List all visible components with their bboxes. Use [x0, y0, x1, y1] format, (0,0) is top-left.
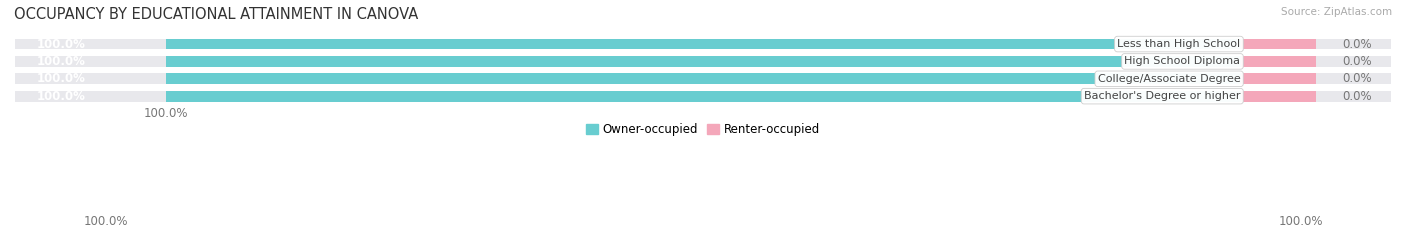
Text: Source: ZipAtlas.com: Source: ZipAtlas.com — [1281, 7, 1392, 17]
Text: 0.0%: 0.0% — [1343, 38, 1372, 51]
Text: College/Associate Degree: College/Associate Degree — [1098, 74, 1240, 84]
Text: 100.0%: 100.0% — [83, 215, 128, 228]
Text: 100.0%: 100.0% — [37, 90, 86, 103]
Text: 0.0%: 0.0% — [1343, 55, 1372, 68]
Bar — [166, 73, 1240, 84]
Bar — [166, 39, 1240, 49]
Bar — [15, 56, 1391, 67]
Text: 100.0%: 100.0% — [1278, 215, 1323, 228]
Text: 100.0%: 100.0% — [37, 72, 86, 85]
Text: 0.0%: 0.0% — [1343, 72, 1372, 85]
Bar — [1240, 56, 1316, 67]
Text: 100.0%: 100.0% — [37, 55, 86, 68]
Bar — [15, 91, 1391, 102]
Legend: Owner-occupied, Renter-occupied: Owner-occupied, Renter-occupied — [581, 118, 825, 141]
Bar — [1240, 73, 1316, 84]
Text: 100.0%: 100.0% — [143, 107, 188, 120]
Bar — [1240, 91, 1316, 102]
Text: Less than High School: Less than High School — [1118, 39, 1240, 49]
Bar — [1240, 39, 1316, 49]
Text: High School Diploma: High School Diploma — [1125, 56, 1240, 66]
Text: 0.0%: 0.0% — [1343, 90, 1372, 103]
Bar — [166, 56, 1240, 67]
Bar — [15, 39, 1391, 49]
Text: OCCUPANCY BY EDUCATIONAL ATTAINMENT IN CANOVA: OCCUPANCY BY EDUCATIONAL ATTAINMENT IN C… — [14, 7, 419, 22]
Bar — [166, 91, 1240, 102]
Bar — [15, 73, 1391, 84]
Text: Bachelor's Degree or higher: Bachelor's Degree or higher — [1084, 91, 1240, 101]
Text: 100.0%: 100.0% — [37, 38, 86, 51]
